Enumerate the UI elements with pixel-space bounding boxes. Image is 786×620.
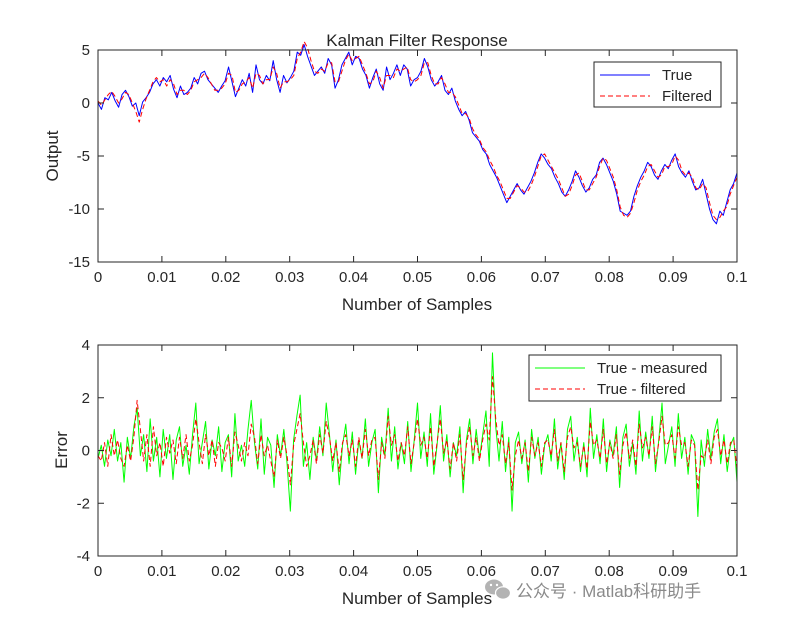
x-tick-label: 0.02 xyxy=(211,269,240,286)
series-lines xyxy=(97,352,738,517)
legend-box xyxy=(528,354,722,402)
x-tick-label: 0 xyxy=(94,269,102,286)
x-tick-label: 0.1 xyxy=(727,269,748,286)
y-tick-label: 0 xyxy=(82,95,90,112)
y-tick-label: -5 xyxy=(77,148,90,165)
y-tick-label: 5 xyxy=(82,42,90,59)
x-tick-label: 0.05 xyxy=(403,563,432,580)
chart-title: Kalman Filter Response xyxy=(326,31,507,50)
y-tick-label: -15 xyxy=(68,254,90,271)
x-tick-label: 0.07 xyxy=(531,269,560,286)
wechat-icon xyxy=(485,579,512,600)
watermark: 公众号 · Matlab科研助手 xyxy=(485,579,701,601)
series-line-true xyxy=(97,44,738,225)
y-axis-label: Output xyxy=(43,130,62,181)
legend-label-measured: True - measured xyxy=(597,360,707,377)
x-axis-label: Number of Samples xyxy=(342,295,492,314)
legend[interactable]: True Filtered xyxy=(593,61,722,108)
y-axis-label: Error xyxy=(52,431,71,469)
x-tick-label: 0.04 xyxy=(339,563,368,580)
x-tick-label: 0.1 xyxy=(727,563,748,580)
y-tick-label: -10 xyxy=(68,201,90,218)
x-axis-label: Number of Samples xyxy=(342,589,492,608)
x-tick-label: 0.07 xyxy=(531,563,560,580)
watermark-text: 公众号 · Matlab科研助手 xyxy=(516,582,701,601)
legend-label-true: True xyxy=(662,67,692,84)
x-tick-label: 0.01 xyxy=(147,269,176,286)
legend-label-filtered-error: True - filtered xyxy=(597,381,686,398)
series-line-true-measured xyxy=(97,352,738,517)
error-plot: 0 0.01 0.02 0.03 0.04 0.05 0.06 0.07 0.08 0.09 0.1… xyxy=(52,337,747,608)
y-tick-label: 0 xyxy=(82,443,90,460)
legend-box xyxy=(593,61,722,108)
legend[interactable]: True - measured True - filtered xyxy=(528,354,722,402)
x-tick-label: 0.03 xyxy=(275,563,304,580)
x-tick-label: 0.04 xyxy=(339,269,368,286)
x-tick-label: 0.05 xyxy=(403,269,432,286)
x-tick-label: 0.09 xyxy=(658,563,687,580)
x-tick-label: 0.09 xyxy=(658,269,687,286)
y-tick-label: -4 xyxy=(77,548,90,565)
x-tick-label: 0.02 xyxy=(211,563,240,580)
y-tick-label: 2 xyxy=(82,390,90,407)
x-tick-label: 0.08 xyxy=(595,563,624,580)
y-tick-label: 4 xyxy=(82,337,90,354)
series-lines xyxy=(97,41,738,225)
x-tick-label: 0.03 xyxy=(275,269,304,286)
series-line-filtered xyxy=(97,41,738,221)
x-tick-label: 0.06 xyxy=(467,563,496,580)
x-tick-label: 0 xyxy=(94,563,102,580)
output-plot: Kalman Filter Response 0 0.01 0.02 0.03 0.04… xyxy=(43,31,747,314)
y-tick-label: -2 xyxy=(77,495,90,512)
legend-label-filtered: Filtered xyxy=(662,88,712,105)
x-tick-label: 0.01 xyxy=(147,563,176,580)
x-tick-label: 0.06 xyxy=(467,269,496,286)
x-tick-label: 0.08 xyxy=(595,269,624,286)
